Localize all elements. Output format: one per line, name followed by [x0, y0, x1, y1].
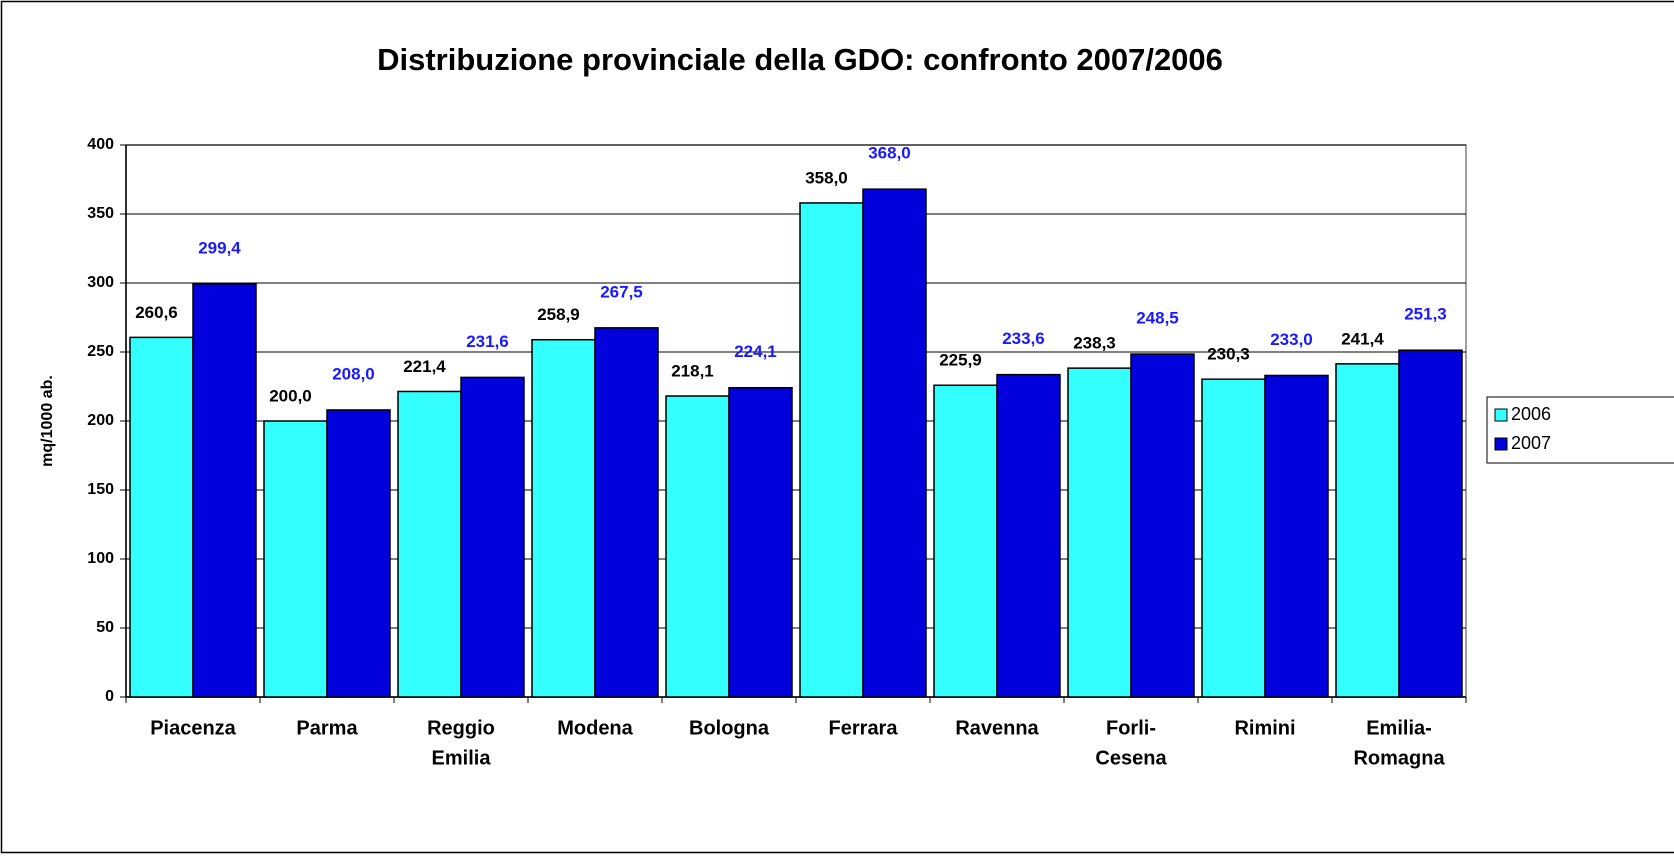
- value-label: 238,3: [1073, 334, 1116, 353]
- value-label: 208,0: [332, 364, 375, 383]
- bar: [595, 328, 658, 697]
- value-label: 218,1: [671, 362, 714, 381]
- bar: [934, 385, 997, 697]
- x-tick-label: Emilia: [432, 747, 492, 769]
- value-label: 230,3: [1207, 345, 1250, 364]
- y-tick-label: 250: [87, 343, 114, 360]
- bar: [666, 396, 729, 697]
- y-tick-label: 300: [87, 274, 114, 291]
- x-tick-label: Parma: [296, 717, 358, 739]
- bar: [532, 340, 595, 697]
- y-tick-label: 100: [87, 550, 114, 567]
- bar: [461, 377, 524, 697]
- bar: [1068, 368, 1131, 697]
- y-tick-label: 400: [87, 136, 114, 153]
- value-label: 248,5: [1136, 309, 1179, 328]
- y-tick-label: 150: [87, 481, 114, 498]
- y-tick-label: 50: [96, 619, 114, 636]
- bar: [997, 375, 1060, 697]
- bar: [327, 410, 390, 697]
- bar: [264, 421, 327, 697]
- value-label: 200,0: [269, 386, 312, 405]
- bar: [193, 284, 256, 697]
- bar: [1399, 350, 1462, 697]
- bar: [398, 391, 461, 697]
- bar: [1336, 364, 1399, 697]
- bar: [800, 203, 863, 697]
- bar: [1131, 354, 1194, 697]
- x-tick-label: Romagna: [1353, 747, 1445, 769]
- value-label: 233,0: [1270, 330, 1313, 349]
- bar: [863, 189, 926, 697]
- bar: [729, 388, 792, 697]
- value-label: 258,9: [537, 305, 580, 324]
- value-label: 260,6: [135, 303, 178, 322]
- bar: [1202, 379, 1265, 697]
- y-axis-title: mq/1000 ab.: [39, 375, 56, 467]
- value-label: 241,4: [1341, 329, 1384, 348]
- bar: [1265, 375, 1328, 697]
- value-label: 299,4: [198, 238, 241, 257]
- legend-swatch: [1495, 409, 1507, 421]
- x-tick-label: Bologna: [689, 717, 770, 739]
- legend-swatch: [1495, 438, 1507, 450]
- x-tick-label: Rimini: [1234, 717, 1295, 739]
- value-label: 221,4: [403, 357, 446, 376]
- x-tick-label: Emilia-: [1366, 717, 1432, 739]
- legend-label: 2007: [1511, 433, 1551, 453]
- value-label: 251,3: [1404, 305, 1447, 324]
- chart-title: Distribuzione provinciale della GDO: con…: [377, 42, 1223, 77]
- value-label: 358,0: [805, 168, 848, 187]
- legend-label: 2006: [1511, 404, 1551, 424]
- x-tick-label: Cesena: [1095, 747, 1167, 769]
- value-label: 224,1: [734, 342, 777, 361]
- value-label: 231,6: [466, 332, 509, 351]
- x-tick-label: Modena: [557, 717, 633, 739]
- x-tick-label: Piacenza: [150, 717, 236, 739]
- y-tick-label: 350: [87, 205, 114, 222]
- value-label: 225,9: [939, 351, 982, 370]
- value-label: 267,5: [600, 282, 643, 301]
- x-tick-label: Reggio: [427, 717, 495, 739]
- x-tick-label: Ravenna: [955, 717, 1039, 739]
- bar: [130, 337, 193, 697]
- x-tick-label: Ferrara: [829, 717, 899, 739]
- value-label: 368,0: [868, 144, 911, 163]
- y-tick-label: 0: [105, 688, 114, 705]
- x-tick-label: Forli-: [1106, 717, 1156, 739]
- y-tick-label: 200: [87, 412, 114, 429]
- value-label: 233,6: [1002, 329, 1045, 348]
